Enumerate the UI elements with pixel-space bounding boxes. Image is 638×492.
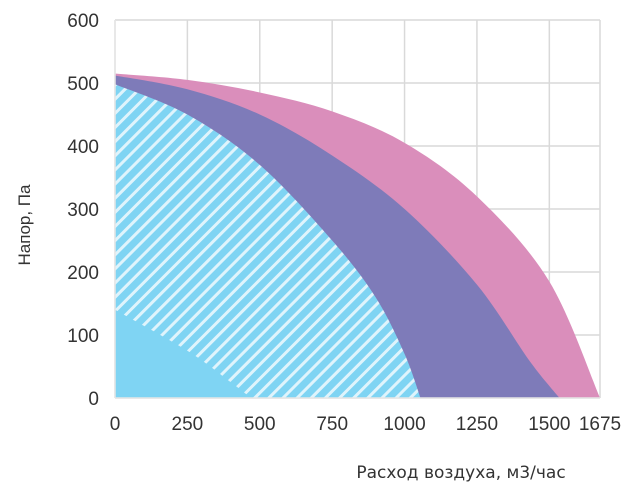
tick-labels: 0 250 500 750 1000 1250 1500 1675 0 100 200 300 400 5… xyxy=(67,11,621,435)
x-tick-label: 0 xyxy=(110,414,121,435)
y-tick-label: 600 xyxy=(67,11,99,32)
x-tick-label: 250 xyxy=(172,414,204,435)
x-tick-label: 1250 xyxy=(456,414,498,435)
x-tick-label: 1675 xyxy=(579,414,621,435)
series-area-3 xyxy=(115,84,421,398)
y-axis-label: Напор, Па xyxy=(15,184,34,266)
axes xyxy=(114,20,600,399)
x-tick-label: 500 xyxy=(244,414,276,435)
y-tick-label: 500 xyxy=(67,74,99,95)
y-tick-label: 200 xyxy=(67,263,99,284)
y-tick-label: 0 xyxy=(88,389,99,410)
y-tick-label: 400 xyxy=(67,137,99,158)
y-tick-label: 100 xyxy=(67,326,99,347)
x-tick-label: 1500 xyxy=(528,414,570,435)
x-tick-label: 1000 xyxy=(383,414,425,435)
series-areas xyxy=(115,73,600,399)
x-tick-label: 750 xyxy=(316,414,348,435)
series-area-4 xyxy=(115,309,252,398)
x-axis-label: Расход воздуха, м3/час xyxy=(356,463,565,483)
y-tick-label: 300 xyxy=(67,200,99,221)
